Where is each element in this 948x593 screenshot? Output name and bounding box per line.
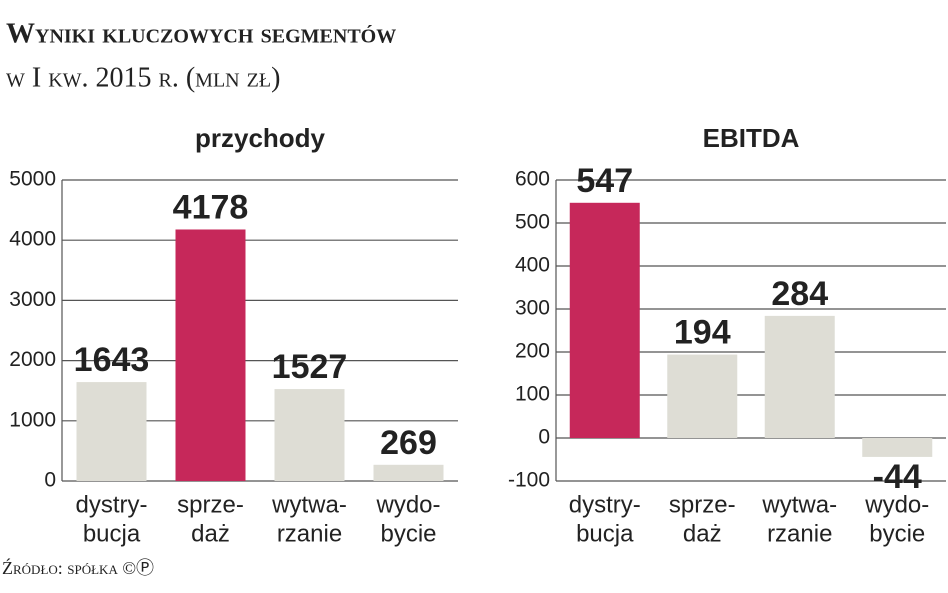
y-tick-label: 5000 <box>9 168 56 191</box>
value-label: 4178 <box>173 188 249 226</box>
y-tick-label: 500 <box>515 211 550 234</box>
value-label: 1643 <box>74 341 150 379</box>
x-tick-label: dystry- <box>76 491 148 518</box>
chart-title: EBITDA <box>703 123 800 153</box>
x-tick-label: sprze- <box>669 491 736 518</box>
x-tick-label: daż <box>683 520 722 547</box>
y-tick-label: 3000 <box>9 288 56 311</box>
y-tick-label: 200 <box>515 340 550 363</box>
y-tick-label: 0 <box>538 426 550 449</box>
x-tick-label: bucja <box>576 520 634 547</box>
y-tick-label: 2000 <box>9 348 56 371</box>
value-label: 1527 <box>272 348 348 386</box>
y-tick-label: 100 <box>515 383 550 406</box>
bar <box>862 438 933 457</box>
x-tick-label: daż <box>191 520 230 547</box>
x-tick-label: wytwa- <box>271 491 347 518</box>
value-label: 194 <box>674 314 731 352</box>
value-label: 547 <box>576 162 633 200</box>
bar <box>667 354 738 438</box>
x-tick-label: wydo- <box>375 491 440 518</box>
bar <box>175 229 246 481</box>
x-tick-label: bycie <box>380 520 436 547</box>
x-tick-label: wydo- <box>864 491 929 518</box>
y-tick-label: 1000 <box>9 408 56 431</box>
x-tick-label: bycie <box>869 520 925 547</box>
y-tick-label: 600 <box>515 168 550 191</box>
bar <box>373 464 444 481</box>
chart-title: przychody <box>195 123 326 153</box>
x-tick-label: sprze- <box>177 491 244 518</box>
x-tick-label: rzanie <box>767 520 832 547</box>
bar <box>274 389 345 481</box>
y-tick-label: 0 <box>44 469 56 492</box>
page-title: Wyniki kluczowych segmentów <box>6 18 396 50</box>
y-tick-label: 400 <box>515 254 550 277</box>
x-tick-label: wytwa- <box>761 491 837 518</box>
bar <box>76 382 147 481</box>
value-label: -44 <box>873 458 922 496</box>
y-tick-label: -100 <box>508 469 550 492</box>
y-tick-label: 4000 <box>9 228 56 251</box>
x-tick-label: dystry- <box>569 491 641 518</box>
x-tick-label: bucja <box>83 520 141 547</box>
value-label: 269 <box>380 424 437 462</box>
x-tick-label: rzanie <box>277 520 342 547</box>
y-tick-label: 300 <box>515 297 550 320</box>
bar <box>569 202 640 438</box>
bar <box>764 315 835 438</box>
page-subtitle: w I kw. 2015 r. (mln zł) <box>6 62 280 93</box>
value-label: 284 <box>771 275 828 313</box>
source: Źródło: spółka ©Ⓟ <box>2 557 154 578</box>
